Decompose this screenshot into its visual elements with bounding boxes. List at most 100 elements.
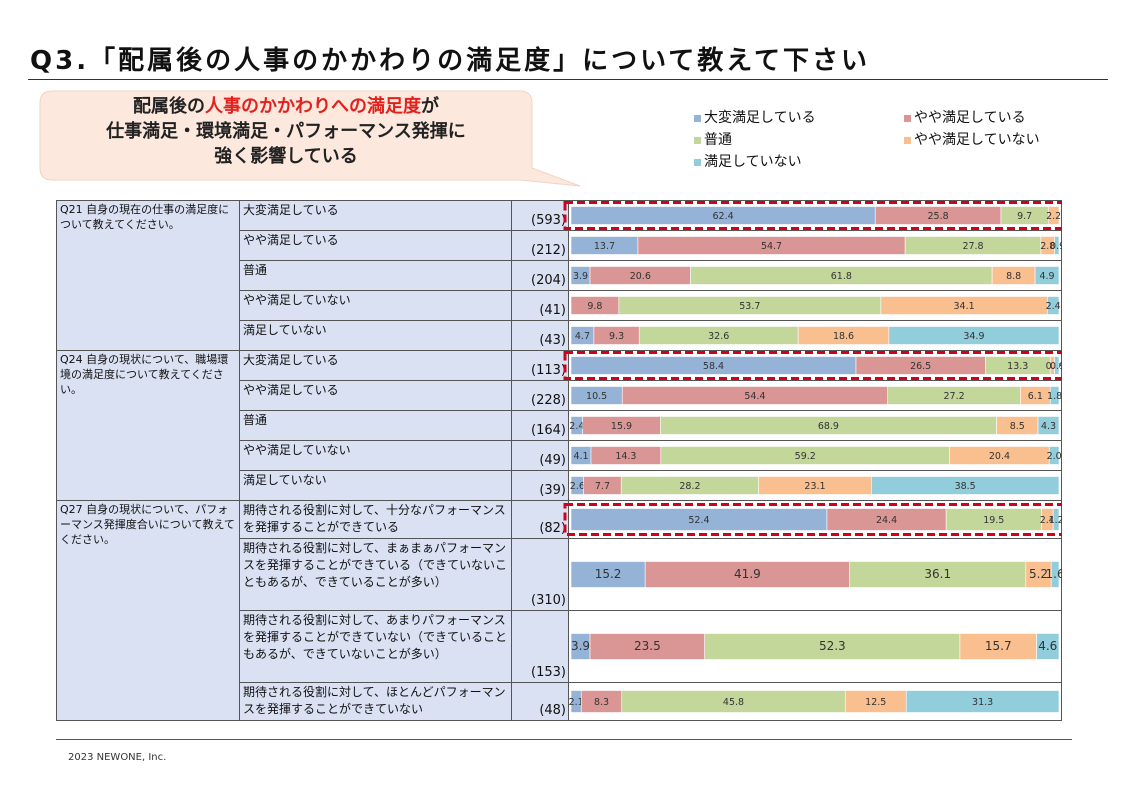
data-label: 7.7 (595, 481, 610, 492)
bar-segment (1049, 386, 1060, 405)
copyright: 2023 NEWONE, Inc. (68, 752, 167, 763)
respondent-count-cell: (49) (512, 441, 569, 470)
respondent-count-cell: (48) (512, 683, 569, 720)
data-label: 2.1 (569, 697, 584, 708)
data-label: 13.3 (1007, 361, 1028, 372)
respondent-count-cell: (41) (512, 291, 569, 320)
answer-label: 大変満足している (240, 201, 512, 230)
answer-label: やや満足している (240, 231, 512, 260)
respondent-count: (310) (531, 593, 566, 608)
stacked-bar-chart: 62.425.89.72.213.754.727.82.80.93.920.66… (563, 201, 1062, 713)
data-label: 15.2 (595, 567, 622, 581)
data-label: 27.2 (944, 391, 965, 402)
respondent-count: (43) (539, 333, 566, 348)
data-label: 14.3 (615, 451, 636, 462)
answer-label: やや満足していない (240, 441, 512, 470)
title-divider (28, 79, 1108, 80)
question-text: Q24 自身の現状について、職場環境の満足度について教えてください。 (60, 353, 229, 396)
legend-swatch (694, 136, 701, 144)
answer-label: やや満足している (240, 381, 512, 410)
respondent-count: (48) (539, 703, 566, 718)
callout-line-3: 強く影響している (214, 146, 358, 167)
respondent-count-cell: (204) (512, 261, 569, 290)
highlight-box (563, 503, 1062, 536)
data-label: 6.1 (1028, 391, 1043, 402)
data-label: 4.1 (573, 451, 588, 462)
table-top-border (56, 200, 1062, 201)
data-label: 41.9 (734, 567, 761, 581)
data-label: 2.8 (1040, 241, 1055, 252)
data-label: 3.9 (571, 639, 590, 653)
answer-label: 満足していない (240, 321, 512, 350)
answer-label: 普通 (240, 411, 512, 440)
respondent-count: (82) (539, 521, 566, 536)
data-label: 32.6 (708, 331, 729, 342)
bar-segment (589, 633, 706, 660)
group-divider (56, 500, 240, 501)
answer-label: 期待される役割に対して、十分なパフォーマンスを発揮することができている (240, 501, 512, 538)
legend-swatch (904, 136, 911, 144)
answer-label: 期待される役割に対して、あまりパフォーマンスを発揮することができていない（できて… (240, 611, 512, 682)
respondent-count-cell: (43) (512, 321, 569, 350)
callout-line-2: 仕事満足・環境満足・パフォーマンス発揮に (106, 121, 466, 142)
data-label: 1.8 (1047, 391, 1062, 402)
respondent-count-cell: (153) (512, 611, 569, 682)
data-label: 23.1 (804, 481, 825, 492)
data-label: 54.4 (744, 391, 765, 402)
data-label: 52.3 (819, 639, 846, 653)
respondent-count-cell: (82) (512, 501, 569, 538)
respondent-count: (39) (539, 483, 566, 498)
data-label: 18.6 (833, 331, 854, 342)
data-label: 54.7 (761, 241, 782, 252)
bar-segment (1025, 561, 1052, 588)
respondent-count: (593) (531, 213, 566, 228)
bar-segment (1048, 446, 1060, 465)
data-label: 4.9 (1039, 271, 1054, 282)
data-label: 58.4 (703, 361, 724, 372)
answer-label: 普通 (240, 261, 512, 290)
legend-swatch (694, 114, 701, 122)
answer-label: 満足していない (240, 471, 512, 500)
bar-segment (1034, 266, 1060, 285)
bar-segment (871, 476, 1060, 495)
data-label: 59.2 (795, 451, 816, 462)
respondent-count: (164) (531, 423, 566, 438)
bar-segment (570, 561, 646, 588)
highlight-box (563, 351, 1062, 380)
data-label: 5.2 (1029, 567, 1048, 581)
data-label: 1.6 (1046, 567, 1062, 581)
respondent-count: (153) (531, 665, 566, 680)
data-label: 2.4 (569, 421, 584, 432)
data-label: 38.5 (955, 481, 976, 492)
data-label: 1.2 (1049, 515, 1062, 526)
data-label: 15.7 (985, 639, 1012, 653)
callout-line-1: 配属後の人事のかかわりへの満足度が (133, 96, 439, 117)
bar-segment (1052, 508, 1060, 531)
data-label: 2.0 (1047, 451, 1062, 462)
data-label: 61.8 (831, 271, 852, 282)
bar-segment (905, 690, 1060, 713)
data-label: 26.5 (910, 361, 931, 372)
question-text: Q21 自身の現在の仕事の満足度について教えてください。 (60, 203, 230, 231)
answer-label: 期待される役割に対して、まぁまぁパフォーマンスを発揮することができている（できて… (240, 539, 512, 610)
data-label: 15.9 (611, 421, 632, 432)
respondent-count-cell: (228) (512, 381, 569, 410)
data-label: 34.1 (954, 301, 975, 312)
data-label: 52.4 (688, 515, 709, 526)
page-title: Q3.「配属後の人事のかかわりの満足度」について教えて下さい (30, 46, 870, 76)
data-label: 24.4 (876, 515, 897, 526)
data-label: 4.7 (575, 331, 590, 342)
highlight-box (563, 201, 1062, 230)
bar-segment (1050, 561, 1060, 588)
answer-label: 期待される役割に対して、ほとんどパフォーマンスを発揮することができていない (240, 683, 512, 720)
question-group-cell: Q24 自身の現状について、職場環境の満足度について教えてください。 (56, 351, 240, 500)
data-label: 23.5 (634, 639, 661, 653)
data-label: 36.1 (924, 567, 951, 581)
data-label: 20.6 (630, 271, 651, 282)
data-label: 12.5 (865, 697, 886, 708)
data-label: 8.3 (594, 697, 609, 708)
data-label: 28.2 (679, 481, 700, 492)
bar-segment (1037, 416, 1060, 435)
question-group-cell: Q27 自身の現状について、パフォーマンス発揮度合いについて教えてください。 (56, 501, 240, 720)
legend-item: 満足していない (694, 152, 802, 172)
